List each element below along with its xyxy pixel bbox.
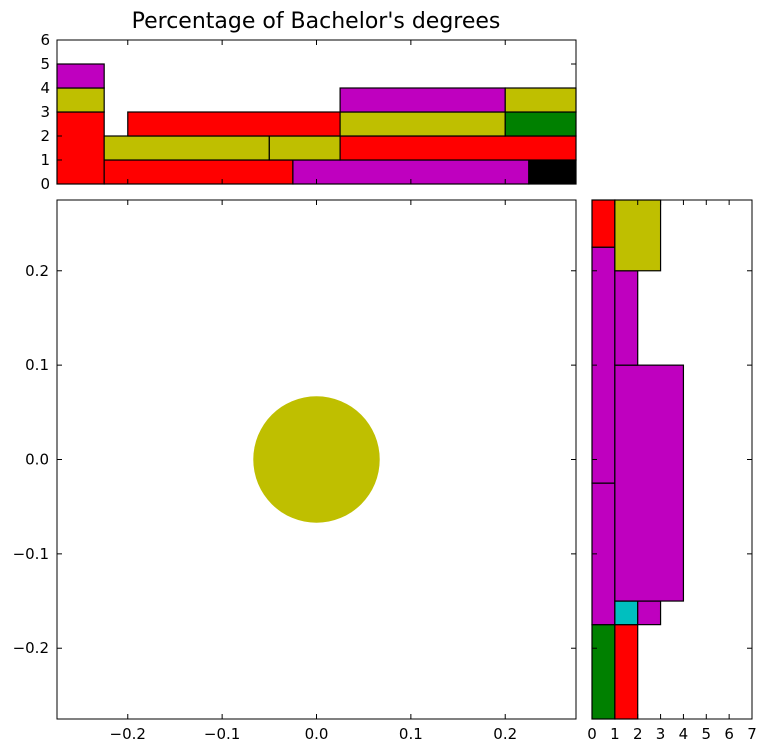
top-hist-bar-5 xyxy=(528,159,577,185)
main-y-tick-label-2: 0.0 xyxy=(25,451,49,469)
main-plot-frame xyxy=(56,199,577,720)
top-hist-bar-13 xyxy=(504,87,577,113)
right-x-tick-label-7: 7 xyxy=(747,725,757,743)
main-x-tick-label-3: 0.1 xyxy=(399,725,423,743)
main-y-tick-label-0: −0.2 xyxy=(13,639,49,657)
right-x-tick-label-1: 1 xyxy=(610,725,620,743)
right-histogram-frame xyxy=(591,199,753,720)
top-y-tick-label-1: 1 xyxy=(40,151,50,169)
top-y-tick-label-6: 6 xyxy=(40,31,50,49)
right-hist-bar-9 xyxy=(614,199,662,272)
top-hist-bar-11 xyxy=(504,111,577,137)
right-x-tick-label-4: 4 xyxy=(679,725,689,743)
main-x-tick-label-0: −0.2 xyxy=(110,725,146,743)
right-x-tick-label-6: 6 xyxy=(724,725,734,743)
top-hist-bar-3 xyxy=(103,159,294,185)
top-hist-bar-1 xyxy=(56,87,105,113)
top-hist-bar-8 xyxy=(339,135,577,161)
top-histogram-frame xyxy=(56,39,577,185)
chart-title: Percentage of Bachelor's degrees xyxy=(132,9,501,34)
main-y-tick-label-1: −0.1 xyxy=(13,545,49,563)
scatter-point-0 xyxy=(253,396,380,523)
main-y-tick-label-3: 0.1 xyxy=(25,356,49,374)
right-hist-bar-7 xyxy=(614,364,685,602)
main-x-tick-label-2: 0.0 xyxy=(305,725,329,743)
top-hist-bar-0 xyxy=(56,111,105,185)
right-x-tick-label-0: 0 xyxy=(587,725,597,743)
right-x-tick-label-2: 2 xyxy=(633,725,643,743)
main-x-tick-label-1: −0.1 xyxy=(204,725,240,743)
top-hist-bar-9 xyxy=(127,111,341,137)
right-x-tick-label-3: 3 xyxy=(656,725,666,743)
right-hist-bar-0 xyxy=(591,624,616,720)
top-y-tick-label-5: 5 xyxy=(40,55,50,73)
top-y-tick-label-3: 3 xyxy=(40,103,50,121)
main-x-tick-label-4: 0.2 xyxy=(493,725,517,743)
top-hist-bar-2 xyxy=(56,63,105,89)
top-hist-bar-12 xyxy=(339,87,506,113)
right-x-tick-label-5: 5 xyxy=(702,725,712,743)
top-histogram: 0 1 2 3 4 5 6 xyxy=(40,31,577,193)
main-y-tick-label-4: 0.2 xyxy=(25,262,49,280)
right-hist-bar-6 xyxy=(637,600,662,626)
top-hist-bar-10 xyxy=(339,111,506,137)
top-hist-bar-6 xyxy=(103,135,270,161)
right-hist-bar-1 xyxy=(614,624,639,720)
right-hist-bar-8 xyxy=(614,270,639,366)
top-y-tick-label-2: 2 xyxy=(40,127,50,145)
right-hist-bar-4 xyxy=(591,199,616,248)
top-y-tick-label-4: 4 xyxy=(40,79,50,97)
top-hist-bar-7 xyxy=(268,135,341,161)
right-hist-bar-5 xyxy=(614,600,639,626)
main-scatter-plot: −0.2 −0.1 0.0 0.1 0.2 −0.2 −0.1 0.0 0.1 0.2 xyxy=(13,199,577,743)
top-y-tick-label-0: 0 xyxy=(40,175,50,193)
